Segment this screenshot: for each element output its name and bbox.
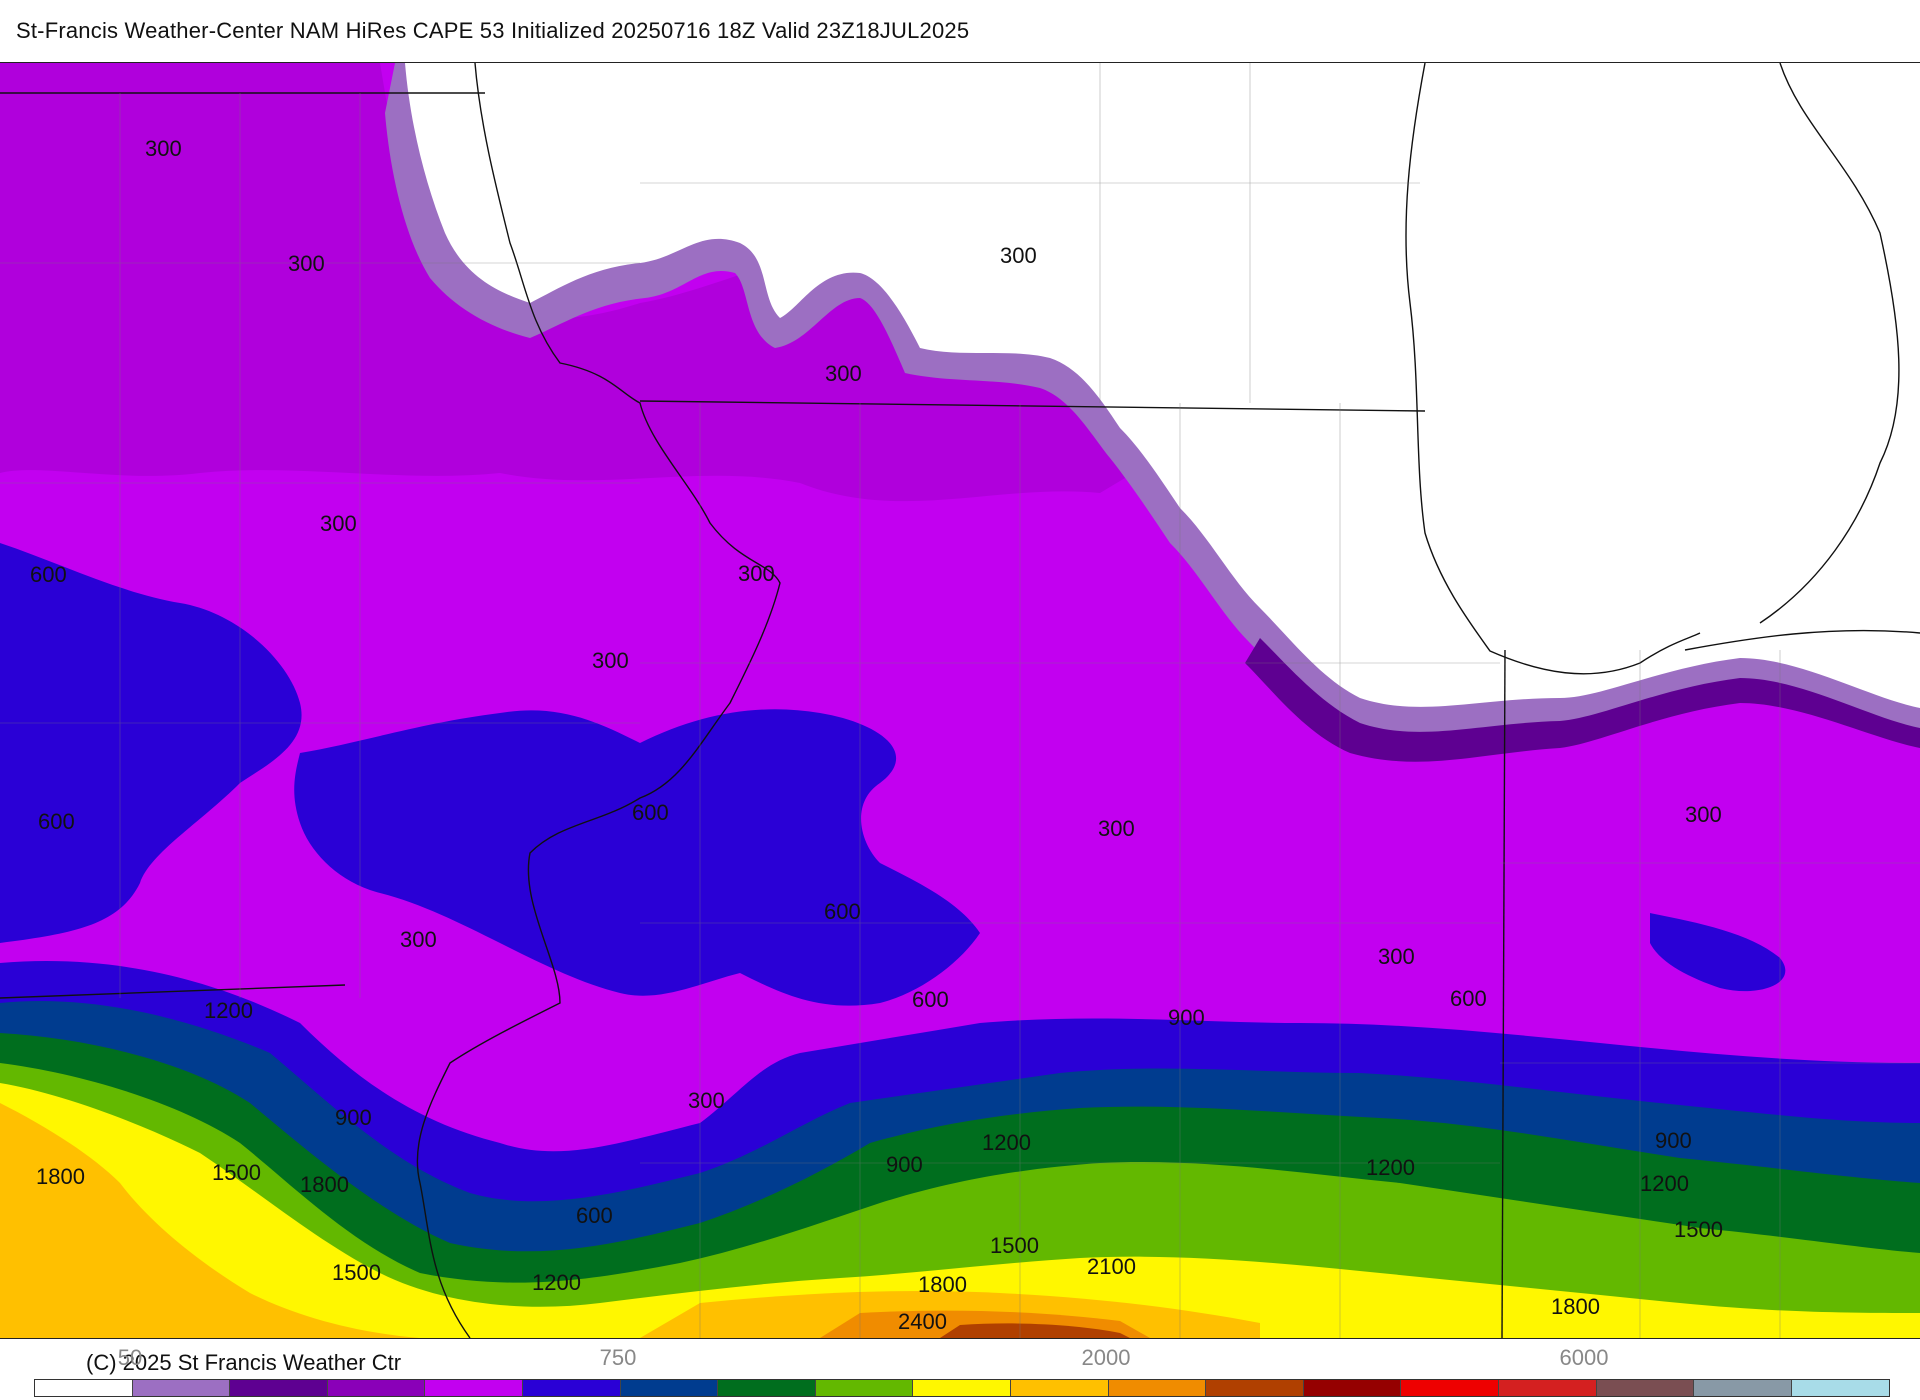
cape-fill-orange: [0, 1103, 420, 1338]
contour-label: 600: [576, 1203, 613, 1228]
legend-swatch: [1303, 1380, 1402, 1396]
contour-label: 300: [688, 1088, 725, 1113]
legend-swatch: [425, 1380, 523, 1396]
legend-swatch: [1206, 1380, 1304, 1396]
contour-label: 1500: [332, 1260, 381, 1285]
contour-label: 1200: [1640, 1171, 1689, 1196]
colorbar-tick: 6000: [1559, 1345, 1609, 1370]
contour-label: 300: [320, 511, 357, 536]
legend-swatch: [815, 1380, 914, 1396]
legend-swatch: [718, 1380, 816, 1396]
cape-fill-blue: [294, 709, 980, 1006]
legend-swatch: [230, 1380, 328, 1396]
contour-label: 1200: [532, 1270, 581, 1295]
cape-fill-blue: [1650, 913, 1786, 992]
copyright-text: (C) 2025 St Francis Weather Ctr: [86, 1350, 402, 1375]
contour-label: 600: [30, 562, 67, 587]
legend-swatch: [1401, 1380, 1499, 1396]
contour-label: 600: [824, 899, 861, 924]
contour-label: 2100: [1087, 1254, 1136, 1279]
legend-swatch: [1010, 1380, 1109, 1396]
contour-label: 300: [825, 361, 862, 386]
contour-label: 300: [1000, 243, 1037, 268]
legend-swatch: [1694, 1380, 1792, 1396]
contour-label: 300: [400, 927, 437, 952]
cape-fill-dark-magenta: [0, 63, 1150, 502]
legend-swatch: [913, 1380, 1011, 1396]
contour-label: 1800: [300, 1172, 349, 1197]
contour-label: 1500: [212, 1160, 261, 1185]
contour-label: 300: [1098, 816, 1135, 841]
legend-swatch: [35, 1380, 133, 1396]
contour-label: 2400: [898, 1309, 947, 1334]
contour-label: 900: [335, 1105, 372, 1130]
cape-fill-lavender: [385, 63, 1920, 741]
contour-label: 300: [1685, 802, 1722, 827]
legend-swatch: [327, 1380, 426, 1396]
contour-label: 1200: [204, 998, 253, 1023]
contour-label: 1500: [1674, 1217, 1723, 1242]
legend-swatch: [620, 1380, 719, 1396]
cape-map: 300 300 300 300 300 300 300 300 300 300 …: [0, 62, 1920, 1339]
contour-label: 300: [738, 561, 775, 586]
contour-label: 300: [592, 648, 629, 673]
cape-fill-white: [395, 63, 1920, 713]
county-lines: [0, 63, 1920, 1338]
cape-fill-blue: [0, 543, 302, 943]
contour-label: 900: [1655, 1128, 1692, 1153]
contour-label: 600: [632, 800, 669, 825]
contour-label: 900: [886, 1152, 923, 1177]
contour-label: 600: [38, 809, 75, 834]
legend-swatch: [1498, 1380, 1597, 1396]
contour-label: 1800: [36, 1164, 85, 1189]
legend-swatch: [1108, 1380, 1207, 1396]
contour-label: 600: [912, 987, 949, 1012]
cape-fill-lightgreen: [0, 1063, 1920, 1338]
colorbar-tick: 750: [599, 1345, 637, 1370]
map-title: St-Francis Weather-Center NAM HiRes CAPE…: [16, 18, 970, 43]
contour-label: 1200: [1366, 1155, 1415, 1180]
legend-swatch: [132, 1380, 231, 1396]
contour-labels: 300 300 300 300 300 300 300 300 300 300 …: [30, 136, 1723, 1334]
contour-label: 300: [288, 251, 325, 276]
contour-label: 300: [145, 136, 182, 161]
legend-swatch: [522, 1380, 621, 1396]
legend-swatch: [1596, 1380, 1695, 1396]
colorbar-tick: 50: [117, 1345, 143, 1370]
cape-fill-brown: [940, 1323, 1130, 1338]
contour-label: 1800: [918, 1272, 967, 1297]
contour-label: 300: [1378, 944, 1415, 969]
color-legend: [34, 1379, 1891, 1397]
contour-label: 1800: [1551, 1294, 1600, 1319]
contour-label: 900: [1168, 1005, 1205, 1030]
state-borders: [0, 63, 1920, 1338]
colorbar-tick: 2000: [1081, 1345, 1131, 1370]
legend-swatch: [1791, 1380, 1890, 1396]
contour-label: 1500: [990, 1233, 1039, 1258]
contour-label: 1200: [982, 1130, 1031, 1155]
contour-label: 600: [1450, 986, 1487, 1011]
cape-fill-dark-purple: [1245, 638, 1920, 762]
